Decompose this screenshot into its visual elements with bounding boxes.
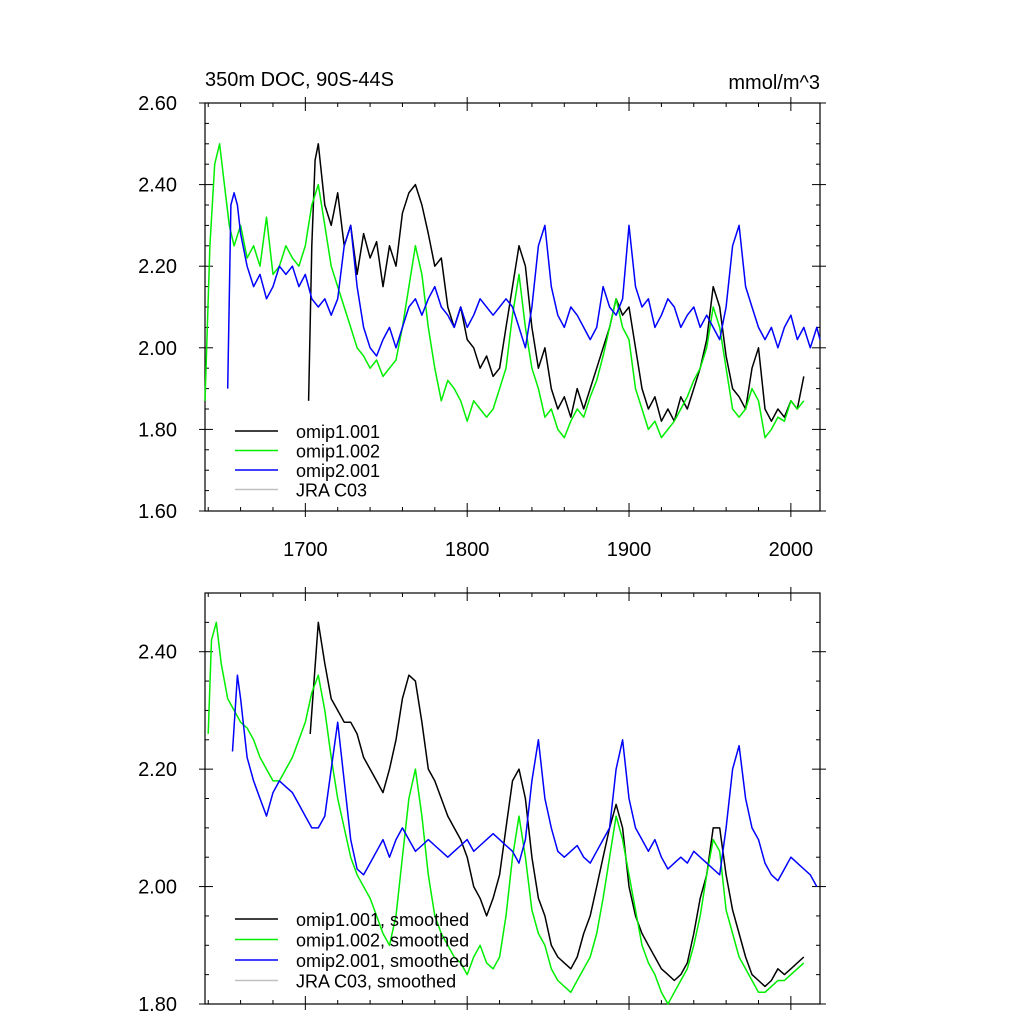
- legend-label: omip1.001, smoothed: [296, 910, 469, 930]
- legend-label: omip2.001: [296, 461, 380, 481]
- panel-bottom: 1.802.002.202.40 omip1.001, smoothedomip…: [138, 587, 826, 1016]
- x-axis-labels: 1700 1800 1900 2000: [283, 539, 813, 561]
- chart-title: 350m DOC, 90S-44S: [205, 69, 394, 91]
- series-line-2: [226, 192, 821, 389]
- units-label: mmol/m^3: [728, 72, 820, 94]
- axis-ticks: [199, 587, 826, 1010]
- y-tick-label: 2.00: [138, 338, 177, 360]
- series-line-0: [309, 621, 805, 988]
- y-tick-label: 1.80: [138, 419, 177, 441]
- series-lines: [207, 621, 818, 1005]
- series-line-1: [204, 143, 805, 439]
- x-tick-label: 1700: [283, 539, 328, 561]
- legend-label: omip1.001: [296, 422, 380, 442]
- y-tick-label: 2.00: [138, 877, 177, 899]
- y-tick-label: 2.40: [138, 642, 177, 664]
- x-tick-label: 2000: [769, 539, 814, 561]
- y-axis-labels: 1.80 2.00 2.20 2.40: [138, 642, 177, 1016]
- series-line-1: [207, 621, 805, 1005]
- series-line-0: [307, 143, 805, 422]
- legend-label: JRA C03, smoothed: [296, 972, 456, 992]
- y-tick-label: 2.40: [138, 175, 177, 197]
- series-lines: [204, 143, 821, 439]
- legend-label: JRA C03: [296, 481, 367, 501]
- axis-ticks: [199, 97, 826, 517]
- y-tick-label: 1.60: [138, 501, 177, 523]
- legend-label: omip2.001, smoothed: [296, 951, 469, 971]
- legend-label: omip1.002, smoothed: [296, 931, 469, 951]
- y-tick-label: 2.20: [138, 759, 177, 781]
- y-axis-labels: 1.60 1.80 2.00 2.20 2.40 2.60: [138, 93, 177, 523]
- y-tick-label: 2.60: [138, 93, 177, 115]
- y-tick-label: 1.80: [138, 994, 177, 1016]
- x-tick-label: 1900: [607, 539, 652, 561]
- y-tick-label: 2.20: [138, 256, 177, 278]
- x-tick-label: 1800: [445, 539, 490, 561]
- series-line-2: [231, 674, 818, 887]
- panel-top: 350m DOC, 90S-44S mmol/m^3 1.60 1.80 2.00 2…: [138, 69, 826, 561]
- legend-label: omip1.002: [296, 442, 380, 462]
